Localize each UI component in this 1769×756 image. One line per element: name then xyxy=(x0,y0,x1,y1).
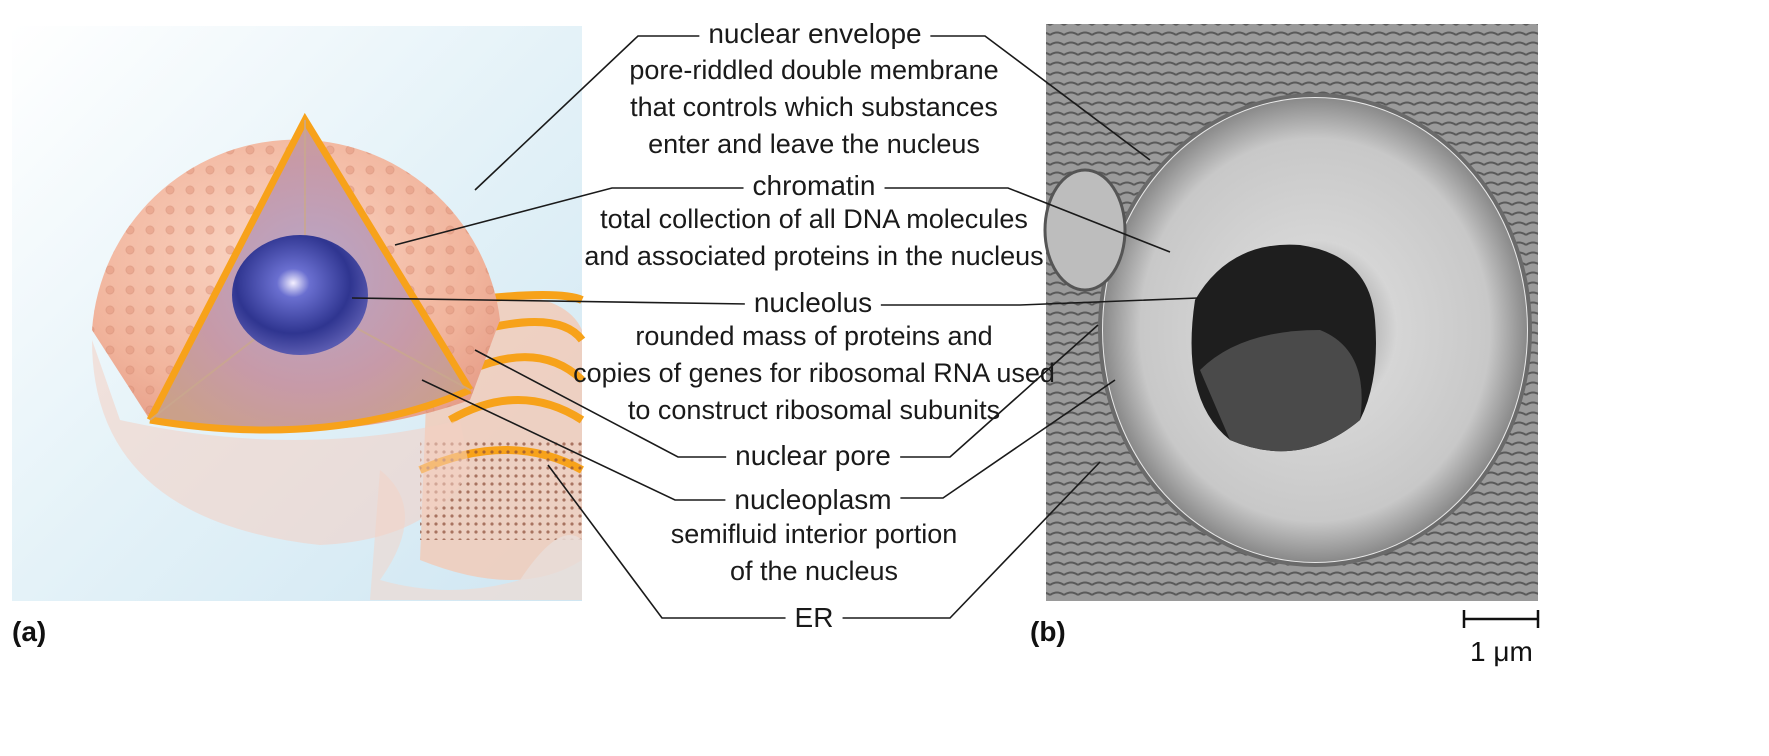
micrograph xyxy=(1043,24,1538,601)
desc-nuclear-envelope: pore-riddled double membrane that contro… xyxy=(629,55,999,159)
desc-nucleoplasm: semifluid interior portion of the nucleu… xyxy=(670,519,958,586)
desc-chromatin: total collection of all DNA molecules an… xyxy=(584,204,1044,271)
label-chromatin: chromatin xyxy=(743,170,885,202)
label-nucleoplasm: nucleoplasm xyxy=(725,484,901,516)
panel-label-a: (a) xyxy=(12,616,47,647)
label-nuclear-pore: nuclear pore xyxy=(726,440,900,472)
scale-bar-label: 1 μm xyxy=(1470,636,1533,667)
label-nucleolus: nucleolus xyxy=(744,287,882,319)
panel-label-b: (b) xyxy=(1030,616,1066,647)
label-nuclear-envelope: nuclear envelope xyxy=(699,18,931,50)
scale-bar xyxy=(1462,610,1540,628)
desc-nucleolus: rounded mass of proteins and copies of g… xyxy=(573,321,1055,425)
label-er: ER xyxy=(785,602,843,634)
